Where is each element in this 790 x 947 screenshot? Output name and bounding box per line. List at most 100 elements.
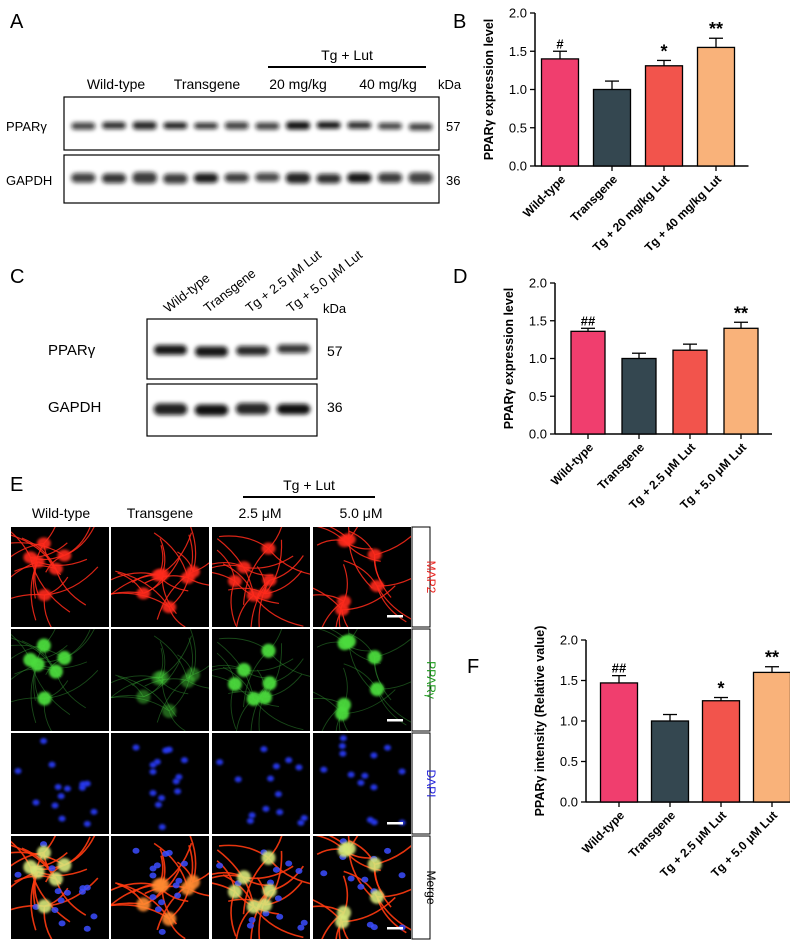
kda-label: kDa <box>323 301 347 316</box>
significance-mark: ## <box>581 313 596 328</box>
significance-mark: * <box>660 41 667 61</box>
column-label: 2.5 μM <box>238 505 281 521</box>
blot-label-ppar: PPARγ <box>6 119 47 134</box>
group-label: 20 mg/kg <box>269 76 327 92</box>
micrograph-dapi <box>11 733 109 834</box>
blot-band <box>224 121 249 130</box>
y-tick-label: 2.0 <box>560 633 578 648</box>
x-tick-label: Wild-type <box>520 172 568 220</box>
bar <box>592 88 632 167</box>
blot-band <box>408 123 433 131</box>
panel-letter-c: C <box>10 266 24 288</box>
micrograph-dapi <box>111 733 209 834</box>
y-tick-label: 0.5 <box>560 754 578 769</box>
blot-band <box>194 404 229 416</box>
y-tick-label: 1.0 <box>529 351 547 366</box>
blot-band <box>163 173 188 184</box>
x-tick-label: Wild-type <box>548 440 596 488</box>
significance-mark: # <box>556 36 564 51</box>
panel-letter-e: E <box>10 474 23 496</box>
blot-band <box>194 122 218 129</box>
blot-band <box>154 345 187 355</box>
chart-f: PPARγ intensity (Relative value) 0.0 0.5 1.… <box>533 626 790 880</box>
channel-label: PPARγ <box>424 661 438 699</box>
bar <box>650 720 690 803</box>
blot-band <box>102 121 126 129</box>
bar <box>570 330 606 435</box>
blot-band <box>378 122 402 130</box>
panel-e-immunofluorescence: Tg + Lut Wild-type Transgene 2.5 μM 5.0 … <box>11 477 438 940</box>
blot-band <box>193 173 219 183</box>
y-tick-label: 0.0 <box>509 159 527 174</box>
blot-band <box>224 173 249 183</box>
y-tick-label: 1.5 <box>529 313 547 328</box>
x-tick-label: Wild-type <box>579 808 627 856</box>
panel-a-western-blot: Tg + Lut Wild-type Transgene 20 mg/kg 40… <box>6 47 462 204</box>
blot-label-gapdh: GAPDH <box>6 173 52 188</box>
channel-label-box <box>411 835 431 940</box>
channel-label-box <box>411 526 431 628</box>
bar <box>723 327 759 435</box>
significance-mark: * <box>717 679 724 699</box>
channel-label-box <box>411 628 431 732</box>
y-tick-label: 0.5 <box>509 120 527 135</box>
blot-band <box>101 173 127 184</box>
x-tick-label: Transgene <box>568 172 621 225</box>
micrograph-ppar <box>11 629 109 731</box>
micrograph-merge <box>11 836 109 939</box>
blot-bands-ppar <box>154 344 310 357</box>
x-tick-label: Transgene <box>626 808 679 861</box>
bar <box>599 682 639 803</box>
bar <box>701 700 741 803</box>
group-label: 40 mg/kg <box>359 76 417 92</box>
y-tick-label: 1.0 <box>560 714 578 729</box>
channel-label: Merge <box>424 870 438 904</box>
micrograph-merge <box>313 836 411 939</box>
channel-labels: MAP2 PPARγ DAPI Merge <box>411 526 438 940</box>
blot-band <box>408 172 433 184</box>
y-tick-label: 1.0 <box>509 82 527 97</box>
scale-bar <box>387 822 403 825</box>
blot-membrane-ppar <box>63 96 440 151</box>
blot-band <box>132 121 157 130</box>
blot-band <box>71 122 96 130</box>
y-tick-label: 0.5 <box>529 389 547 404</box>
blot-membrane-gapdh <box>63 154 440 204</box>
blot-band <box>163 122 188 129</box>
blot-band <box>277 344 310 354</box>
y-tick-label: 1.5 <box>560 673 578 688</box>
micrograph-ppar <box>313 629 411 731</box>
y-tick-label: 2.0 <box>529 276 547 291</box>
blot-band <box>316 173 341 184</box>
blot-label-gapdh: GAPDH <box>48 399 101 416</box>
blot-band <box>347 172 372 183</box>
treatment-label: Tg + Lut <box>283 477 335 493</box>
significance-mark: ## <box>612 661 627 676</box>
micrograph-map2 <box>313 527 411 627</box>
blot-band <box>316 121 341 129</box>
chart-b: PPARγ expression level 0.0 0.5 1.0 1.5 2.0 # Wi… <box>482 6 749 255</box>
scale-bar <box>387 615 403 618</box>
scale-bar <box>387 927 403 930</box>
blot-band <box>347 121 372 129</box>
channel-label: DAPI <box>424 769 438 797</box>
micrograph-dapi <box>313 733 411 834</box>
micrograph-map2 <box>111 527 209 627</box>
blot-band <box>132 172 157 184</box>
column-label: Transgene <box>127 505 194 521</box>
blot-bands-gapdh <box>71 172 433 184</box>
micrograph-dapi <box>212 733 310 834</box>
group-label: Transgene <box>174 76 241 92</box>
blot-bands-ppar <box>71 121 433 131</box>
significance-mark: ** <box>734 303 748 323</box>
y-tick-label: 1.5 <box>509 44 527 59</box>
y-tick-label: 0.0 <box>529 427 547 442</box>
micrograph-merge <box>212 836 310 939</box>
panel-letter-a: A <box>10 11 24 33</box>
significance-mark: ** <box>709 19 723 39</box>
bar <box>540 58 580 167</box>
y-axis-label: PPARγ expression level <box>482 19 496 161</box>
blot-band <box>71 173 96 183</box>
blot-band <box>285 172 311 184</box>
